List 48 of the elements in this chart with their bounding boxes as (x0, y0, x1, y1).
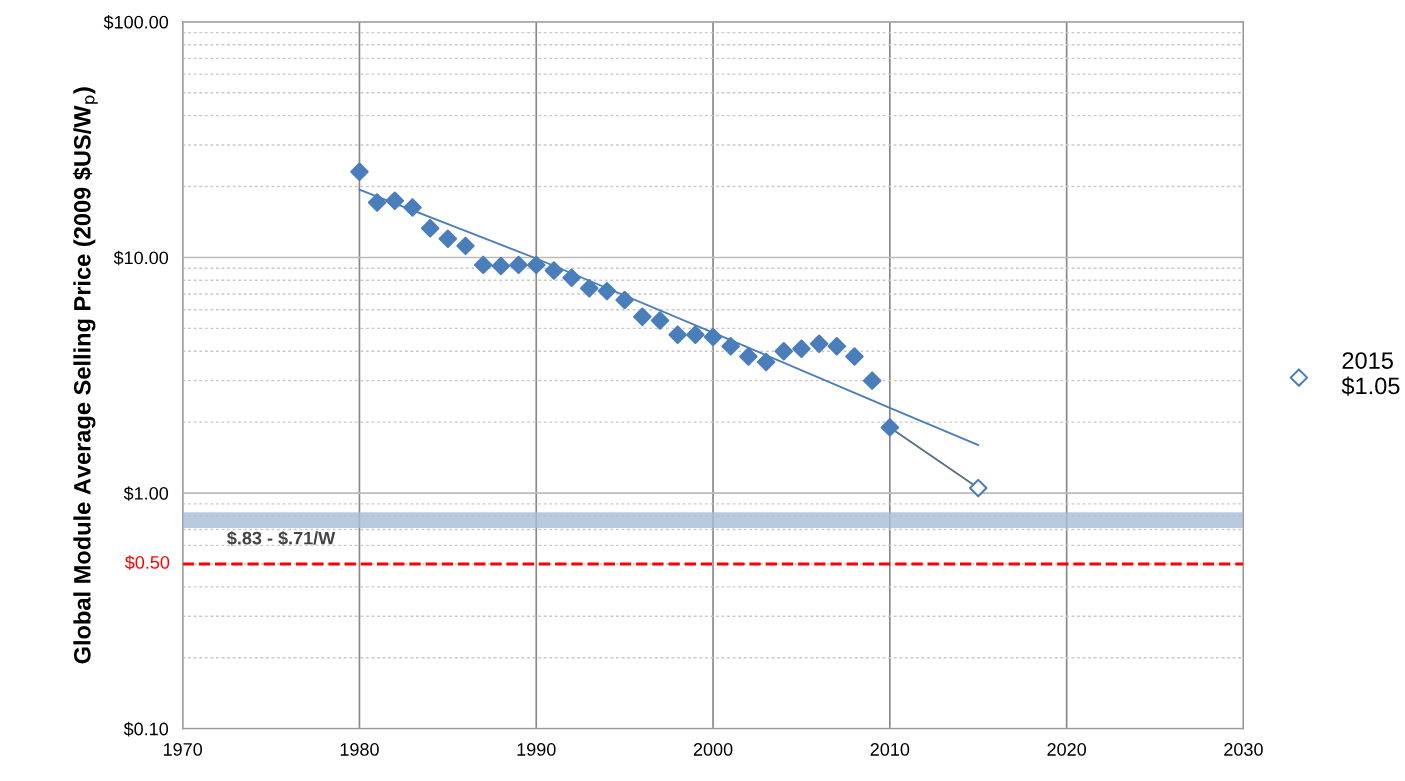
point (456, 236, 475, 256)
x-tick-label: 1970 (163, 743, 203, 756)
point (580, 279, 599, 298)
point (350, 162, 369, 182)
point (862, 371, 882, 390)
point (562, 268, 581, 288)
point (420, 219, 440, 238)
point (438, 229, 458, 249)
point (650, 311, 670, 330)
point (615, 290, 634, 310)
point (703, 327, 723, 347)
point (544, 261, 564, 280)
point (473, 255, 493, 275)
point (686, 325, 705, 344)
x-tick-label: 1990 (517, 743, 556, 756)
y-tick-label: $0.10 (123, 721, 169, 737)
point (827, 336, 847, 356)
point (597, 281, 617, 301)
point (668, 325, 687, 344)
point (367, 193, 387, 212)
x-tick-label: 2000 (693, 743, 733, 756)
point (491, 256, 511, 276)
point (880, 418, 900, 437)
point (509, 255, 528, 275)
point (968, 478, 988, 498)
legend-label: 2015 $1.05 (1341, 352, 1400, 396)
point (756, 352, 776, 372)
point (739, 347, 758, 366)
x-tick-label: 1980 (340, 743, 379, 756)
y-axis-title: Global Module Average Selling Price (2009 $US/W$_{p}$) (72, 87, 98, 664)
ref-line-label: $0.50 (124, 555, 170, 570)
point (403, 198, 422, 217)
band-label: $.83 - $.71/W (227, 530, 336, 546)
point (721, 336, 740, 356)
y-tick-label: $1.00 (123, 486, 169, 501)
point (792, 339, 811, 358)
y-tick-label: $10.00 (113, 250, 169, 266)
point (809, 334, 829, 354)
x-tick-label: 2030 (1224, 743, 1263, 756)
y-tick-label: $100.00 (103, 15, 169, 30)
x-tick-label: 2020 (1047, 743, 1087, 756)
point (633, 307, 652, 327)
x-tick-label: 2010 (870, 743, 910, 756)
point (774, 341, 794, 361)
point (845, 347, 864, 366)
line-series (358, 188, 980, 446)
point (526, 255, 546, 275)
point (385, 191, 405, 211)
